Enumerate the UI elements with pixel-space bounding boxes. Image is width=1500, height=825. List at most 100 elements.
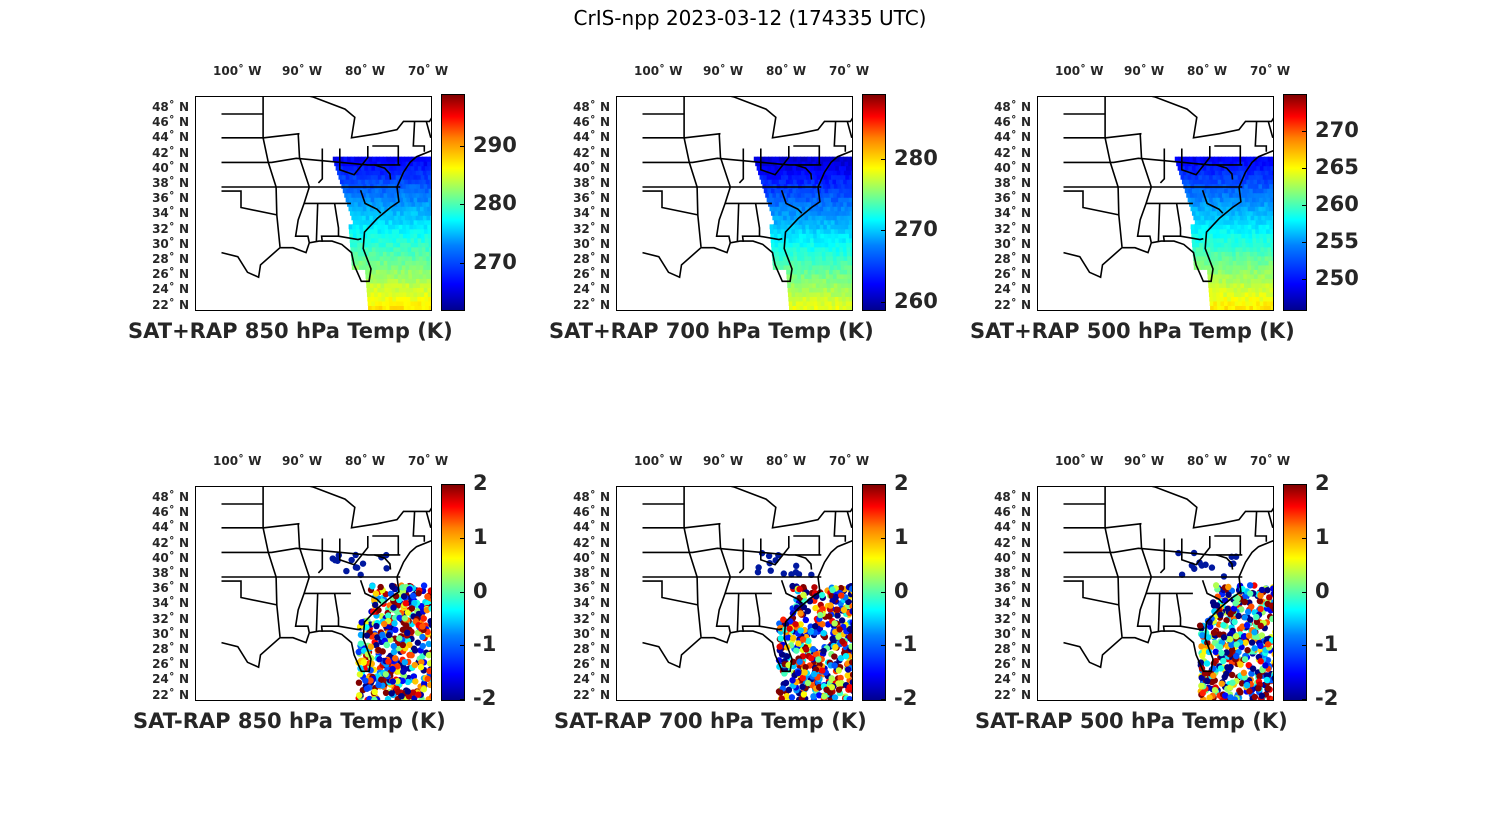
data-swath — [332, 156, 431, 310]
colorbar-tick-label: 2 — [1315, 471, 1330, 495]
latitude-label: 24˚ N — [152, 282, 189, 297]
colorbar-tick-mark — [460, 262, 465, 264]
colorbar-tick-mark — [1302, 537, 1307, 539]
state-boundary — [1201, 580, 1224, 604]
state-boundary — [642, 547, 822, 556]
latitude-label: 42˚ N — [152, 145, 189, 160]
latitude-label: 28˚ N — [994, 642, 1031, 656]
latitude-label: 38˚ N — [152, 566, 189, 580]
latitude-label: 28˚ N — [152, 642, 189, 656]
colorbar-tick-label: 0 — [473, 578, 488, 603]
colorbar-tick-label: 2 — [473, 471, 488, 495]
colorbar-tick-mark — [1302, 242, 1307, 244]
panel-title: SAT-RAP 500 hPa Temp (K) — [975, 709, 1288, 733]
latitude-label: 34˚ N — [152, 206, 189, 221]
state-boundary — [1216, 554, 1234, 570]
latitude-label: 48˚ N — [152, 490, 189, 504]
state-boundary — [425, 511, 431, 529]
latitude-label: 46˚ N — [994, 505, 1031, 520]
state-boundary — [221, 547, 401, 556]
latitude-label: 28˚ N — [573, 642, 610, 656]
state-boundary — [738, 538, 745, 574]
state-boundary — [412, 121, 426, 152]
colorbar-tick-label: 0 — [1315, 578, 1330, 603]
map-frame — [195, 486, 432, 701]
latitude-label: 30˚ N — [152, 236, 189, 251]
colorbar-tick-mark — [881, 158, 886, 160]
state-boundary — [793, 535, 821, 555]
longitude-label: 100˚ W — [634, 454, 683, 468]
state-boundary — [1201, 190, 1224, 214]
latitude-label: 34˚ N — [994, 206, 1031, 221]
latitude-label: 44˚ N — [994, 520, 1031, 535]
latitude-label: 32˚ N — [152, 221, 189, 236]
colorbar-tick-label: -2 — [1315, 686, 1339, 710]
coastline — [1063, 97, 1273, 283]
state-boundary — [760, 536, 790, 566]
state-boundary — [715, 133, 732, 243]
latitude-label: 28˚ N — [573, 252, 610, 266]
colorbar-tick-label: -2 — [894, 686, 918, 710]
longitude-label: 90˚ W — [703, 454, 744, 468]
colorbar-tick-mark — [881, 645, 886, 647]
colorbar-tick-label: -1 — [894, 632, 918, 657]
map-canvas — [1063, 97, 1273, 310]
latitude-label: 44˚ N — [573, 520, 610, 535]
state-boundary — [1063, 547, 1243, 556]
colorbar-tick-mark — [1302, 205, 1307, 207]
state-boundary — [642, 157, 822, 166]
colorbar-tick-mark — [1302, 484, 1307, 485]
latitude-label: 26˚ N — [152, 267, 189, 282]
latitude-label: 44˚ N — [994, 130, 1031, 145]
state-boundary — [372, 145, 400, 165]
colorbar-tick-label: 270 — [894, 217, 938, 242]
latitude-label: 24˚ N — [573, 282, 610, 297]
state-boundary — [738, 148, 745, 184]
latitude-label: 38˚ N — [994, 566, 1031, 580]
latitude-label: 48˚ N — [573, 490, 610, 504]
data-swath — [1174, 156, 1273, 310]
state-boundary — [1136, 523, 1153, 633]
latitude-label: 42˚ N — [573, 145, 610, 160]
state-boundary — [715, 523, 732, 633]
state-boundary — [833, 511, 847, 542]
state-boundary — [338, 235, 362, 241]
latitude-label: 32˚ N — [994, 221, 1031, 236]
colorbar-tick-label: -1 — [1315, 632, 1339, 657]
latitude-label: 30˚ N — [152, 626, 189, 641]
colorbar-tick-mark — [1302, 699, 1307, 700]
colorbar-tick-mark — [460, 645, 465, 647]
state-boundary — [683, 97, 702, 247]
coastline — [642, 487, 852, 673]
state-boundary — [221, 522, 300, 529]
colorbar-tick-mark — [460, 537, 465, 539]
longitude-label: 70˚ W — [829, 64, 870, 78]
latitude-label: 42˚ N — [994, 535, 1031, 550]
latitude-label: 24˚ N — [573, 672, 610, 687]
map-canvas — [221, 487, 431, 700]
state-boundary — [412, 511, 426, 542]
state-boundary — [1159, 148, 1166, 184]
colorbar-tick-mark — [881, 537, 886, 539]
map-canvas — [642, 487, 852, 700]
map-canvas — [1063, 487, 1273, 700]
state-boundary — [374, 164, 392, 180]
colorbar — [1283, 94, 1307, 311]
colorbar-tick-mark — [1302, 168, 1307, 170]
state-boundary — [642, 580, 698, 606]
state-boundary — [1267, 121, 1273, 139]
map-frame — [195, 96, 432, 311]
colorbar — [441, 94, 465, 311]
latitude-label: 48˚ N — [994, 100, 1031, 114]
state-boundary — [262, 487, 281, 637]
colorbar-tick-mark — [460, 484, 465, 485]
colorbar-tick-mark — [881, 591, 886, 593]
state-boundary — [221, 157, 401, 166]
latitude-label: 44˚ N — [152, 130, 189, 145]
state-boundary — [359, 190, 382, 214]
colorbar-tick-mark — [881, 699, 886, 700]
colorbar — [1283, 484, 1307, 701]
colorbar-tick-label: 2 — [894, 471, 909, 495]
state-boundary — [317, 148, 324, 184]
colorbar-tick-label: 280 — [473, 191, 517, 216]
